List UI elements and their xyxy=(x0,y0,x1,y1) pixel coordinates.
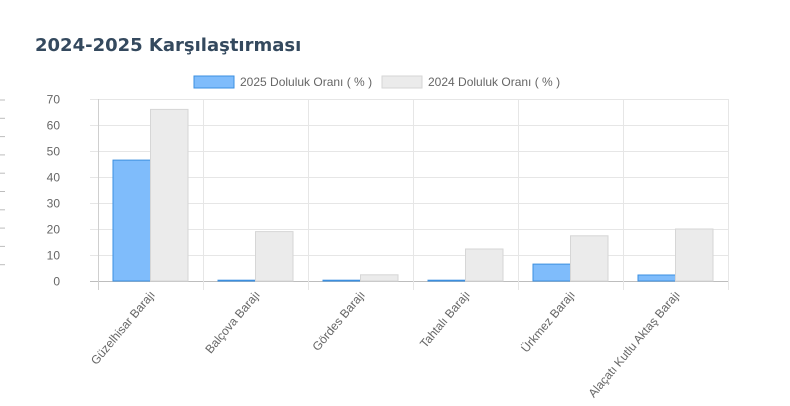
y-tick-label: 60 xyxy=(47,119,61,133)
legend-label: 2025 Doluluk Oranı ( % ) xyxy=(240,75,372,89)
x-tick-label: Tahtalı Barajı xyxy=(417,288,473,351)
chart-title: 2024-2025 Karşılaştırması xyxy=(35,35,302,56)
chart-bars xyxy=(112,108,714,282)
chart-grid xyxy=(0,99,729,290)
y-tick-label: 20 xyxy=(47,223,61,237)
bar xyxy=(217,279,256,282)
bar xyxy=(675,228,714,282)
x-tick-label: Balçova Barajı xyxy=(202,288,262,356)
bar xyxy=(465,248,504,282)
x-axis: Güzelhisar Barajı Balçova Barajı Gördes Ba… xyxy=(88,288,683,400)
y-tick-label: 50 xyxy=(47,145,61,159)
bar xyxy=(112,159,151,282)
bar xyxy=(427,279,466,282)
legend-swatch xyxy=(381,75,423,89)
bar xyxy=(570,235,609,282)
bar xyxy=(255,231,294,282)
y-tick-label: 0 xyxy=(53,275,60,289)
x-tick-label: Gördes Barajı xyxy=(309,288,367,354)
x-tick-label: Alaçatı Kutlu Aktaş Barajı xyxy=(585,288,682,400)
x-tick-label: Ürkmez Barajı xyxy=(518,288,578,355)
legend-swatch xyxy=(193,75,235,89)
bar xyxy=(150,108,189,282)
y-tick-label: 10 xyxy=(47,249,61,263)
chart-legend: 2025 Doluluk Oranı ( % ) 2024 Doluluk Ora… xyxy=(193,75,560,89)
y-axis: 0 10 20 30 40 50 60 70 xyxy=(47,93,61,289)
legend-label: 2024 Doluluk Oranı ( % ) xyxy=(428,75,560,89)
y-tick-label: 70 xyxy=(47,93,61,107)
bar xyxy=(322,279,361,282)
y-tick-label: 30 xyxy=(47,197,61,211)
x-tick-label: Güzelhisar Barajı xyxy=(88,288,158,368)
bar xyxy=(532,263,571,282)
y-tick-label: 40 xyxy=(47,171,61,185)
bar xyxy=(637,274,676,282)
bar xyxy=(360,274,399,282)
